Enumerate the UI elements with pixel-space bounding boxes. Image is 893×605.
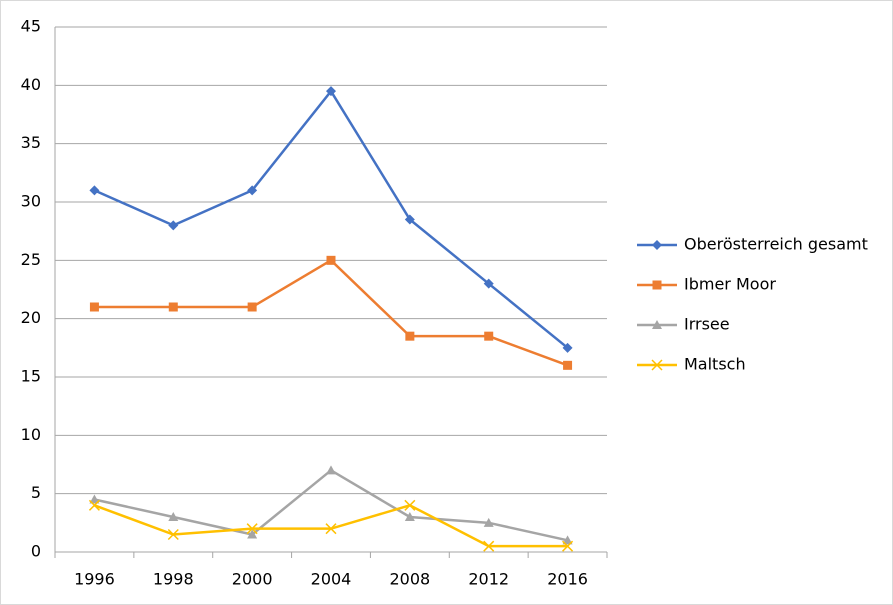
y-tick-label: 45 (21, 17, 41, 36)
marker (246, 523, 258, 535)
y-tick-label: 40 (21, 75, 41, 94)
marker (404, 214, 415, 225)
y-tick-label: 25 (21, 250, 41, 269)
marker (89, 494, 100, 504)
marker (326, 255, 336, 265)
marker (652, 280, 662, 290)
legend-label: Ibmer Moor (684, 275, 776, 294)
x-tick-label: 2004 (311, 570, 352, 589)
x-tick-label: 2016 (547, 570, 588, 589)
legend-label: Irrsee (684, 315, 730, 334)
marker (404, 512, 415, 521)
x-tick-label: 1996 (74, 570, 115, 589)
marker (168, 512, 179, 521)
marker (89, 302, 99, 312)
marker (483, 278, 494, 289)
marker (562, 342, 573, 353)
marker (326, 86, 336, 97)
x-tick-label: 2008 (389, 570, 430, 589)
marker (89, 185, 100, 196)
marker (651, 359, 663, 371)
marker (652, 320, 662, 329)
y-tick-label: 20 (21, 308, 41, 327)
legend-label: Oberösterreich gesamt (684, 235, 868, 254)
y-tick-label: 30 (21, 192, 41, 211)
y-tick-label: 0 (31, 542, 41, 561)
y-tick-label: 5 (31, 483, 41, 502)
y-tick-label: 35 (21, 133, 41, 152)
marker (247, 529, 258, 539)
x-tick-label: 2000 (232, 570, 273, 589)
y-tick-label: 10 (21, 425, 41, 444)
marker (167, 528, 179, 541)
marker (325, 523, 337, 535)
marker (168, 302, 178, 312)
marker (483, 540, 495, 552)
marker (562, 540, 574, 552)
marker (168, 220, 179, 231)
y-tick-label: 15 (21, 367, 41, 386)
marker (483, 517, 494, 527)
legend-label: Maltsch (684, 355, 746, 374)
marker (405, 331, 415, 341)
x-tick-label: 2012 (468, 570, 509, 589)
marker (652, 240, 662, 250)
marker (247, 302, 257, 312)
marker (404, 499, 416, 511)
marker (484, 331, 494, 341)
marker (247, 185, 258, 196)
marker (326, 465, 336, 475)
marker (563, 360, 573, 370)
x-tick-label: 1998 (153, 570, 194, 589)
marker (88, 499, 100, 511)
marker (562, 535, 573, 545)
